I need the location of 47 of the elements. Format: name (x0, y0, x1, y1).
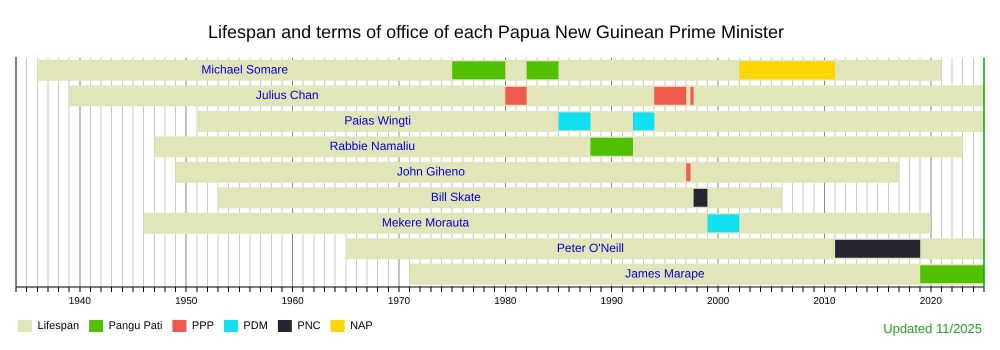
x-tick-label: 2020 (920, 296, 942, 307)
bar (707, 214, 740, 232)
y-tick-label: Peter O'Neill (556, 241, 624, 256)
bar (690, 86, 694, 105)
bar (144, 212, 931, 234)
bar (410, 264, 984, 285)
x-tick-label: 2000 (706, 296, 730, 307)
x-tick-label: 2010 (813, 296, 836, 307)
bar (694, 188, 708, 207)
y-tick-label: John Giheno (396, 164, 466, 179)
legend-label: Lifespan (38, 320, 80, 332)
legend-label: PPP (192, 320, 214, 332)
y-tick-label: Julius Chan (256, 88, 319, 102)
bar (739, 61, 836, 80)
bar (176, 162, 899, 183)
x-tick-label: 1970 (388, 296, 411, 307)
text: Updated 11/2025 (883, 321, 982, 336)
bar (154, 136, 963, 158)
y-tick-label: Bill Skate (430, 190, 482, 204)
bar (654, 86, 686, 105)
x-tick-label: 1950 (175, 296, 198, 307)
bar (196, 110, 984, 132)
bar (558, 112, 590, 130)
legend-label: Pangu Pati (108, 320, 162, 332)
bar (505, 86, 527, 105)
x-tick-label: 1990 (600, 296, 624, 307)
y-tick-label: Rabbie Namaliu (330, 139, 416, 154)
legend-label: NAP (350, 320, 373, 332)
bar (835, 240, 920, 258)
legend-label: PDM (243, 320, 268, 332)
y-tick-label: James Marape (625, 266, 705, 281)
chart-title: Lifespan and terms of office of each Papua New Guinean Prime Minister (208, 22, 784, 42)
bar (69, 85, 984, 106)
x-tick-label: 1960 (281, 296, 304, 307)
bar (218, 187, 782, 208)
bar (686, 163, 690, 182)
bar (590, 138, 633, 156)
legend-label: PNC (297, 320, 321, 332)
y-tick-label: Michael Somare (201, 62, 288, 77)
bar (632, 112, 654, 130)
y-tick-label: Mekere Morauta (382, 216, 470, 230)
y-tick-label: Paias Wingti (344, 114, 412, 128)
bar (526, 61, 559, 80)
x-tick-label: 1980 (494, 296, 517, 307)
bar (452, 61, 506, 80)
bar (920, 265, 984, 284)
x-tick-label: 1940 (68, 296, 92, 307)
